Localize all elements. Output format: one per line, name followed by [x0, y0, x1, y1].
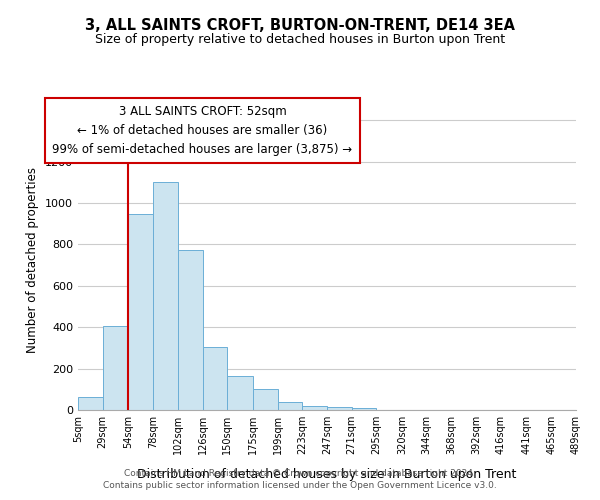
- X-axis label: Distribution of detached houses by size in Burton upon Trent: Distribution of detached houses by size …: [137, 468, 517, 481]
- Text: Contains HM Land Registry data © Crown copyright and database right 2024.: Contains HM Land Registry data © Crown c…: [124, 468, 476, 477]
- Bar: [203, 347, 227, 410]
- Bar: [178, 250, 203, 410]
- Bar: [103, 326, 128, 410]
- Text: Contains public sector information licensed under the Open Government Licence v3: Contains public sector information licen…: [103, 481, 497, 490]
- Bar: [128, 214, 153, 410]
- Bar: [352, 408, 376, 410]
- Bar: [278, 402, 302, 410]
- Bar: [78, 396, 103, 410]
- Text: 3 ALL SAINTS CROFT: 52sqm
← 1% of detached houses are smaller (36)
99% of semi-d: 3 ALL SAINTS CROFT: 52sqm ← 1% of detach…: [52, 105, 353, 156]
- Bar: [153, 182, 178, 410]
- Y-axis label: Number of detached properties: Number of detached properties: [26, 167, 40, 353]
- Text: Size of property relative to detached houses in Burton upon Trent: Size of property relative to detached ho…: [95, 32, 505, 46]
- Bar: [227, 376, 253, 410]
- Bar: [302, 406, 327, 410]
- Text: 3, ALL SAINTS CROFT, BURTON-ON-TRENT, DE14 3EA: 3, ALL SAINTS CROFT, BURTON-ON-TRENT, DE…: [85, 18, 515, 32]
- Bar: [327, 407, 352, 410]
- Bar: [253, 390, 278, 410]
